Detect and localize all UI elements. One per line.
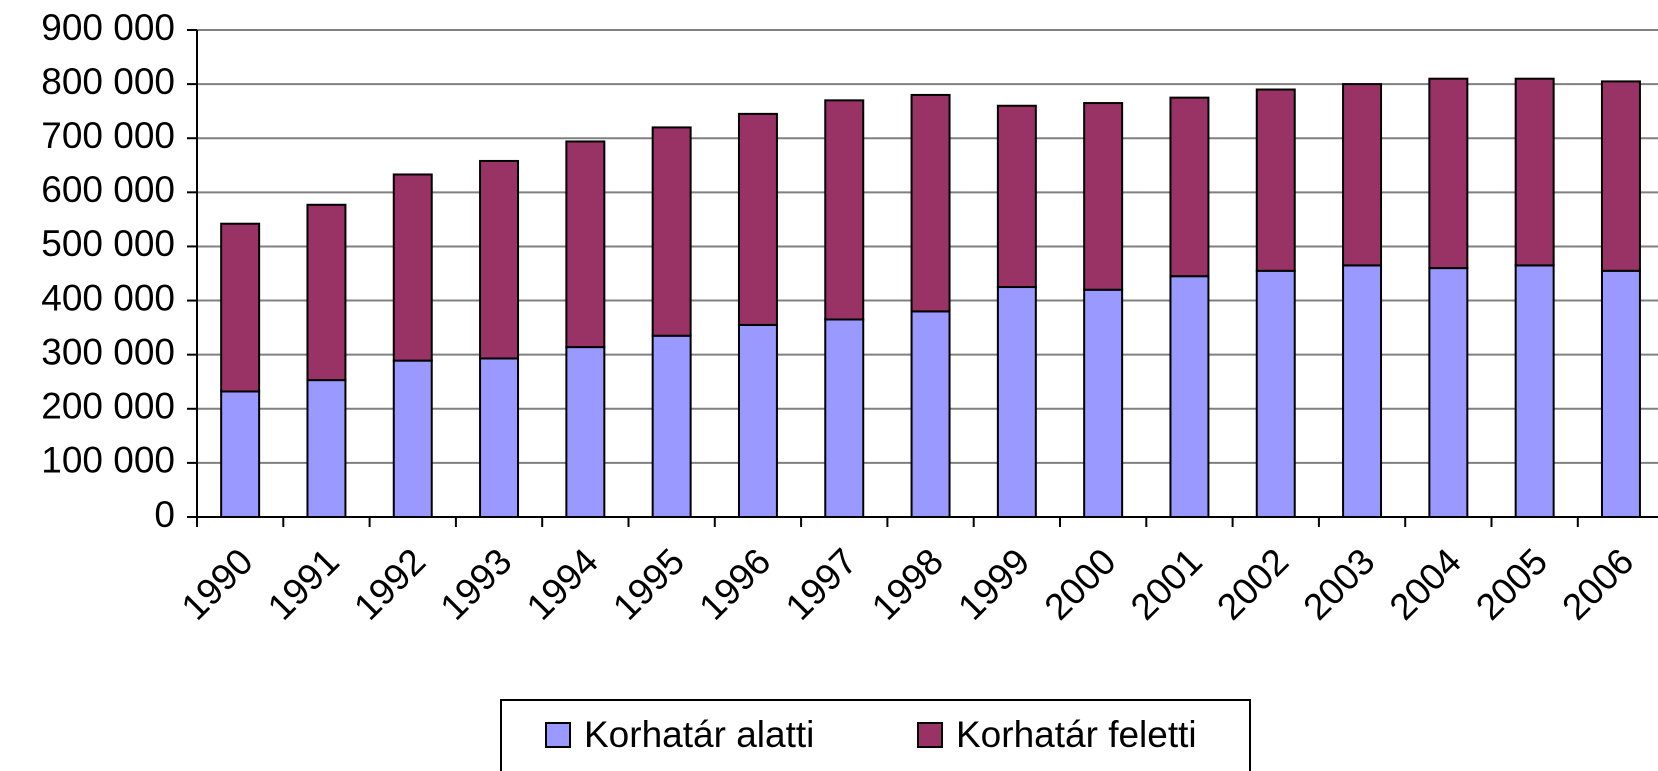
bar-segment	[737, 112, 778, 326]
y-tick-label: 800 000	[41, 61, 175, 102]
y-tick-label: 0	[154, 494, 175, 535]
bar-segment	[910, 310, 951, 518]
bar-segment	[1083, 102, 1124, 291]
bar-segment	[1083, 288, 1124, 518]
bar-segment	[910, 93, 951, 313]
bar-segment	[1255, 88, 1296, 272]
bar-segment	[306, 203, 347, 382]
x-tick-label: 1990	[174, 541, 261, 628]
x-tick-label: 1993	[432, 541, 519, 628]
bar-segment	[996, 104, 1037, 289]
y-tick-label: 400 000	[41, 277, 175, 318]
bar-segment	[996, 286, 1037, 518]
bar-segment	[1255, 269, 1296, 518]
y-tick-label: 100 000	[41, 440, 175, 481]
legend-box	[500, 699, 1251, 771]
x-tick-label: 1992	[346, 541, 433, 628]
x-tick-label: 1991	[260, 541, 347, 628]
y-tick-label: 700 000	[41, 115, 175, 156]
bar-segment	[1600, 80, 1641, 272]
bar-segment	[824, 99, 865, 321]
bar-segment	[824, 318, 865, 518]
y-tick-label: 300 000	[41, 331, 175, 372]
x-tick-label: 2001	[1123, 541, 1210, 628]
x-tick-label: 1994	[519, 541, 606, 628]
bar-segment	[392, 359, 433, 518]
bar-segment	[1342, 83, 1383, 267]
bar-segment	[1600, 269, 1641, 518]
bar-segment	[220, 222, 261, 393]
bar-segment	[651, 126, 692, 337]
legend-swatch	[545, 722, 571, 748]
bar-segment	[651, 334, 692, 518]
bar-segment	[565, 346, 606, 519]
bar-segment	[1169, 96, 1210, 278]
x-tick-label: 2003	[1295, 541, 1382, 628]
x-tick-label: 2005	[1468, 541, 1555, 628]
x-tick-label: 2006	[1554, 541, 1641, 628]
legend-label: Korhatár alatti	[584, 714, 814, 755]
legend-swatch	[917, 722, 943, 748]
bar-segment	[1514, 77, 1555, 267]
x-tick-label: 1997	[778, 541, 865, 628]
x-tick-label: 2004	[1382, 541, 1469, 628]
y-tick-label: 900 000	[41, 7, 175, 48]
x-tick-label: 2002	[1209, 541, 1296, 628]
bar-segment	[1514, 264, 1555, 518]
x-tick-label: 1999	[950, 541, 1037, 628]
bar-segment	[1169, 275, 1210, 519]
x-tick-label: 1996	[691, 541, 778, 628]
y-tick-label: 600 000	[41, 169, 175, 210]
legend-label: Korhatár feletti	[956, 714, 1197, 755]
bar-segment	[1428, 267, 1469, 519]
x-tick-label: 2000	[1037, 541, 1124, 628]
bar-segment	[565, 140, 606, 349]
x-tick-label: 1995	[605, 541, 692, 628]
bar-segment	[220, 390, 261, 518]
bar-segment	[1342, 264, 1383, 518]
bar-segment	[306, 379, 347, 518]
x-tick-label: 1998	[864, 541, 951, 628]
bar-segment	[737, 323, 778, 518]
y-tick-label: 200 000	[41, 386, 175, 427]
y-tick-label: 500 000	[41, 223, 175, 264]
bar-segment	[479, 357, 520, 518]
bar-segment	[479, 159, 520, 360]
bar-segment	[1428, 77, 1469, 270]
bar-segment	[392, 173, 433, 362]
